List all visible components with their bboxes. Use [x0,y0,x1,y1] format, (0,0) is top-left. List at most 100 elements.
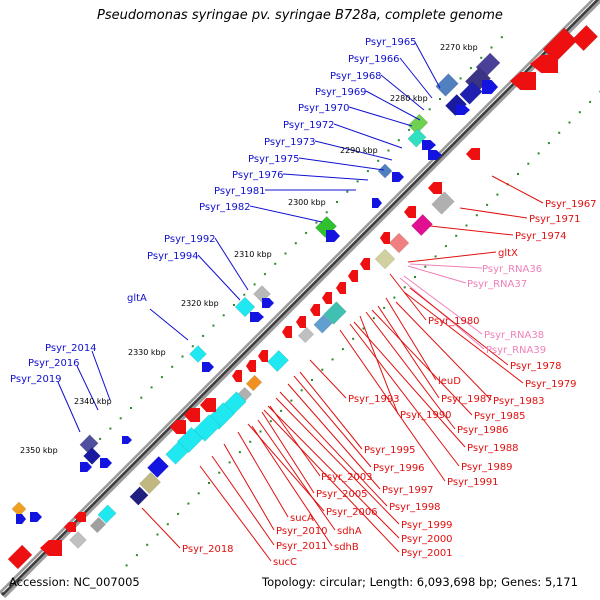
gene-label-psyr-2014[interactable]: Psyr_2014 [45,343,97,354]
gene-arrow-forward [482,80,498,94]
gene-label-psyr-1990[interactable]: Psyr_1990 [400,410,452,421]
gene-label-psyr-2005[interactable]: Psyr_2005 [316,489,368,500]
tick-dot [212,324,215,327]
gene-label-psyr-1982[interactable]: Psyr_1982 [199,202,251,213]
gene-feature [83,447,101,465]
gene-label-psyr-1994[interactable]: Psyr_1994 [147,251,199,262]
tick-dot [171,365,174,368]
leader-line [414,41,441,89]
gene-label-succ[interactable]: sucC [273,557,297,568]
gene-arrow-forward [456,105,470,115]
gene-label-gltx[interactable]: gltX [498,248,518,259]
genome-title: Pseudomonas syringae pv. syringae B728a,… [97,8,503,23]
gene-label-psyr-2010[interactable]: Psyr_2010 [276,526,328,537]
gene-label-psyr-1968[interactable]: Psyr_1968 [330,71,382,82]
gene-arrow-reverse [530,55,558,73]
gene-feature [189,345,207,363]
gene-label-sdha[interactable]: sdhA [337,526,362,537]
gene-label-psyr-rna38[interactable]: Psyr_RNA38 [484,330,544,341]
gene-label-psyr-1975[interactable]: Psyr_1975 [248,154,300,165]
gene-arrow-reverse [246,360,256,372]
gene-label-psyr-2000[interactable]: Psyr_2000 [401,534,453,545]
tick-dot [181,355,184,358]
gene-label-psyr-rna36[interactable]: Psyr_RNA36 [482,264,542,275]
leader-line [309,359,347,399]
gene-arrow-reverse [200,398,216,412]
tick-dot [311,379,313,381]
gene-feature [245,374,263,392]
gene-label-psyr-1980[interactable]: Psyr_1980 [428,316,480,327]
scale-label: 2280 kbp [390,94,428,103]
tick-dot [191,345,194,348]
gene-arrow-reverse [404,206,416,218]
leader-line [359,315,399,415]
gene-label-psyr-rna37[interactable]: Psyr_RNA37 [467,279,527,290]
gene-label-psyr-2001[interactable]: Psyr_2001 [401,548,453,559]
leader-line [403,291,524,384]
tick-dot [336,201,338,203]
gene-label-psyr-1976[interactable]: Psyr_1976 [232,170,284,181]
gene-label-psyr-1992[interactable]: Psyr_1992 [164,234,216,245]
gene-label-psyr-1970[interactable]: Psyr_1970 [298,103,350,114]
accession-text: Accession: NC_007005 [9,575,140,589]
gene-feature [431,191,455,215]
gene-label-psyr-1981[interactable]: Psyr_1981 [214,186,266,197]
gene-label-psyr-1979[interactable]: Psyr_1979 [525,379,577,390]
gene-label-psyr-1996[interactable]: Psyr_1996 [373,463,425,474]
gene-label-psyr-1997[interactable]: Psyr_1997 [382,485,434,496]
gene-arrow-reverse [258,350,268,362]
tick-dot [589,100,592,103]
gene-label-psyr-1995[interactable]: Psyr_1995 [364,445,416,456]
tick-dot [424,265,427,268]
gene-label-glta[interactable]: gltA [127,293,147,304]
gene-label-psyr-1987[interactable]: Psyr_1987 [441,394,493,405]
gene-label-psyr-2003[interactable]: Psyr_2003 [321,472,373,483]
gene-label-psyr-1985[interactable]: Psyr_1985 [474,411,526,422]
tick-dot [135,554,138,557]
gene-label-leud[interactable]: leuD [438,376,461,387]
gene-label-psyr-1988[interactable]: Psyr_1988 [467,443,519,454]
gene-label-psyr-1983[interactable]: Psyr_1983 [493,396,545,407]
gene-label-psyr-rna39[interactable]: Psyr_RNA39 [486,345,546,356]
gene-label-psyr-2011[interactable]: Psyr_2011 [276,541,328,552]
leader-line [395,301,492,401]
gene-label-psyr-2018[interactable]: Psyr_2018 [182,544,234,555]
gene-arrow-forward [372,198,382,208]
tick-dot [459,77,462,80]
gene-label-psyr-1999[interactable]: Psyr_1999 [401,520,453,531]
tick-dot [547,142,550,145]
gene-features [7,24,599,570]
gene-label-psyr-1993[interactable]: Psyr_1993 [348,394,400,405]
gene-label-psyr-2006[interactable]: Psyr_2006 [326,507,378,518]
gene-label-psyr-1986[interactable]: Psyr_1986 [457,425,509,436]
leader-line [333,123,403,149]
gene-label-psyr-2016[interactable]: Psyr_2016 [28,358,80,369]
gene-label-psyr-1969[interactable]: Psyr_1969 [315,87,367,98]
gene-label-psyr-1974[interactable]: Psyr_1974 [515,231,567,242]
scale-label: 2310 kbp [234,250,272,259]
gene-label-psyr-1991[interactable]: Psyr_1991 [447,477,499,488]
leader-line [76,365,99,411]
gene-label-psyr-1972[interactable]: Psyr_1972 [283,120,335,131]
gene-label-psyr-1978[interactable]: Psyr_1978 [510,361,562,372]
gene-arrow-reverse [466,148,480,160]
gene-label-sdhb[interactable]: sdhB [334,542,359,553]
tick-dot [238,451,241,454]
tick-dot [397,139,400,142]
gene-label-psyr-1998[interactable]: Psyr_1998 [389,502,441,513]
gene-label-psyr-1965[interactable]: Psyr_1965 [365,37,417,48]
gene-label-psyr-2019[interactable]: Psyr_2019 [10,374,62,385]
gene-label-psyr-1989[interactable]: Psyr_1989 [461,462,513,473]
tick-dot [202,334,205,337]
gene-label-psyr-1966[interactable]: Psyr_1966 [348,54,400,65]
gene-feature [234,296,256,318]
gene-label-psyr-1973[interactable]: Psyr_1973 [264,137,316,148]
tick-dot [249,440,252,443]
tick-dot [325,211,328,214]
gene-label-psyr-1967[interactable]: Psyr_1967 [545,199,597,210]
gene-arrow-reverse [282,326,292,338]
gene-label-suca[interactable]: sucA [290,513,314,524]
tick-dot [439,98,441,100]
tick-dot [469,67,472,70]
gene-label-psyr-1971[interactable]: Psyr_1971 [529,214,581,225]
